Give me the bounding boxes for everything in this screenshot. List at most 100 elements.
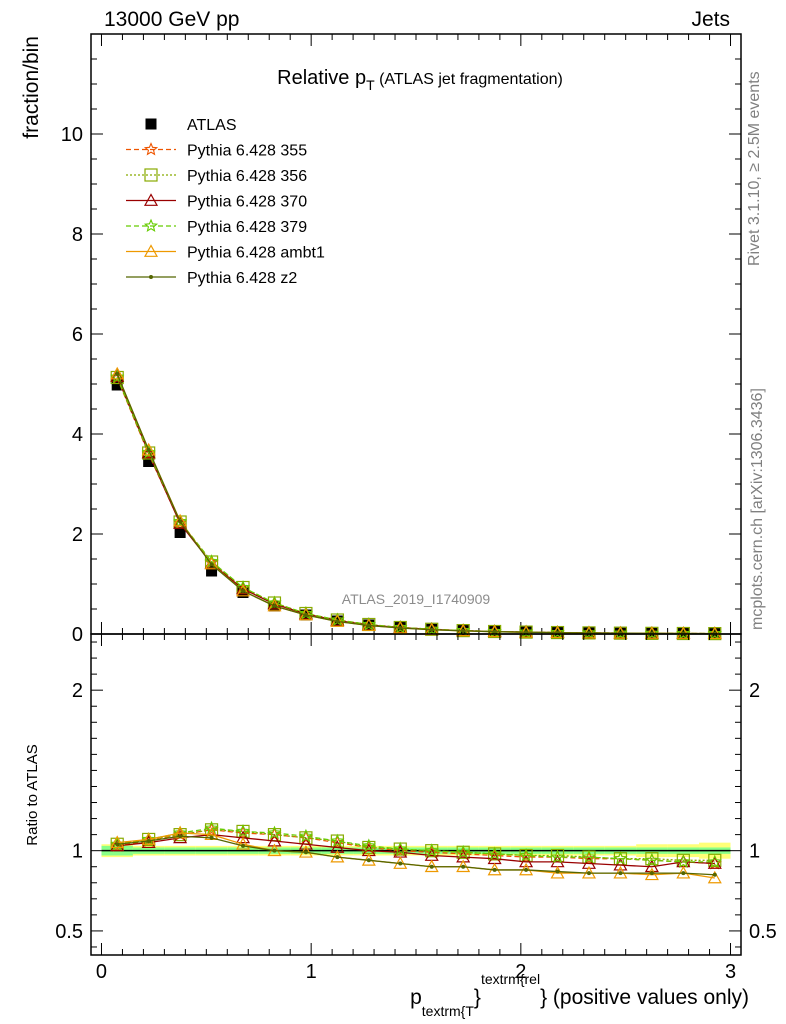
ratio-data-point [613,851,628,865]
ratio-data-point [141,832,156,845]
ratio-data-point [241,843,246,848]
legend-item-2: Pythia 6.428 356 [126,168,307,185]
main-series-line [116,373,715,635]
ratio-y-tick-label-right: 2 [749,680,760,702]
ratio-data-point [303,850,308,855]
main-data-point [115,372,120,376]
x-tick-label: 0 [96,961,107,983]
ratio-data-point [335,855,340,860]
ratio-series-line [117,833,715,868]
legend-label: Pythia 6.428 379 [187,219,307,236]
ratio-data-point [235,837,251,850]
ratio-data-point [298,828,313,843]
x-axis-label-part-4: } (positive values only) [540,986,749,1009]
ratio-data-point [456,844,471,859]
ratio-data-point [519,848,534,862]
ratio-data-point [649,871,654,876]
ratio-data-point [146,839,151,844]
legend-label: Pythia 6.428 z2 [187,270,297,287]
legend-marker [143,142,159,156]
main-data-point [398,626,403,630]
ratio-data-point [115,842,120,847]
main-data-point [424,621,439,636]
title-main: Relative p [277,67,366,89]
y-tick-label: 6 [72,324,83,346]
ratio-data-point [644,852,659,867]
main-data-point [707,626,722,640]
legend-label: Pythia 6.428 355 [187,143,307,160]
header-left: 13000 GeV pp [104,8,240,31]
ratio-series-line [117,827,715,863]
header-right: Jets [691,8,730,31]
main-data-point [335,619,340,624]
watermark: ATLAS_2019_I1740909 [342,591,491,607]
main-data-point [173,514,188,528]
legend-label: Pythia 6.428 370 [187,194,307,211]
y-tick-label: 8 [72,224,83,246]
legend-item-0: ATLAS [145,117,237,134]
x-axis-label: ptextrm{T}textrm{rel} (positive values o… [410,971,749,1019]
y-tick-label: 0 [72,624,83,646]
ratio-data-point [298,837,313,850]
legend-item-1: Pythia 6.428 355 [126,142,307,160]
legend: ATLAS Pythia 6.428 355 Pythia 6.428 356 Pyt… [126,117,325,287]
ratio-data-point [676,854,691,868]
main-data-point [241,589,246,593]
main-data-point [146,448,151,452]
ratio-data-point [581,849,597,864]
main-plot: 0 2 4 6 8 10 [61,33,742,646]
legend-marker [145,118,157,130]
x-tick-label: 1 [306,961,317,983]
legend-item-3: Pythia 6.428 370 [126,193,307,211]
ratio-series-5 [115,834,717,877]
y-axis-label: fraction/bin [20,36,43,139]
main-data-point [550,625,565,639]
ratio-series-1 [110,823,722,867]
legend-marker [143,193,159,206]
x-tick-label: 2 [515,961,526,983]
main-data-point [178,519,183,524]
x-axis-label-part-1: textrm{T [422,1003,475,1019]
ratio-data-point [361,838,376,852]
main-series-6 [115,372,717,636]
ratio-data-point [429,864,434,869]
main-data-point [581,625,597,639]
main-data-point [173,513,188,527]
ratio-data-point [550,849,565,864]
main-data-point [110,369,125,382]
ratio-data-point [393,841,408,856]
ratio-y-tick-label: 2 [72,680,83,702]
ratio-y-tick-label-right: 1 [749,841,760,863]
legend-item-4: Pythia 6.428 379 [126,218,307,236]
ratio-data-point [366,858,371,863]
legend-label: ATLAS [187,117,237,134]
legend-label: Pythia 6.428 ambt1 [187,245,325,262]
ratio-data-point [681,871,686,876]
main-data-point [644,625,659,640]
main-data-point [492,629,497,634]
ratio-data-point [424,843,439,857]
x-axis-label-part-3: textrm{rel [481,971,540,987]
ratio-data-point [461,864,466,869]
ratio-plot: 0 1 2 3 0.5 0.5 1 1 2 2 [55,633,777,983]
ratio-data-point [492,867,497,872]
ratio-series-line [117,835,715,876]
ratio-series-3 [110,820,722,868]
title-paren: (ATLAS jet fragmentation) [375,71,563,88]
ratio-data-point [555,869,560,874]
main-data-point [206,565,218,577]
x-axis-label-part-0: p [410,986,422,1009]
legend-label: Pythia 6.428 356 [187,168,307,185]
ratio-data-point [204,820,219,835]
ratio-data-point [550,865,565,879]
legend-item-6: Pythia 6.428 z2 [126,270,297,287]
main-data-point [272,604,277,608]
ratio-data-point [398,861,403,866]
ratio-data-point [613,857,628,871]
y-tick-label: 2 [72,524,83,546]
x-axis-label-part-2: } [474,986,481,1009]
ratio-data-point [235,823,251,838]
x-tick-label: 3 [725,961,736,983]
main-data-point [303,613,308,617]
y-tick-label: 4 [72,424,83,446]
